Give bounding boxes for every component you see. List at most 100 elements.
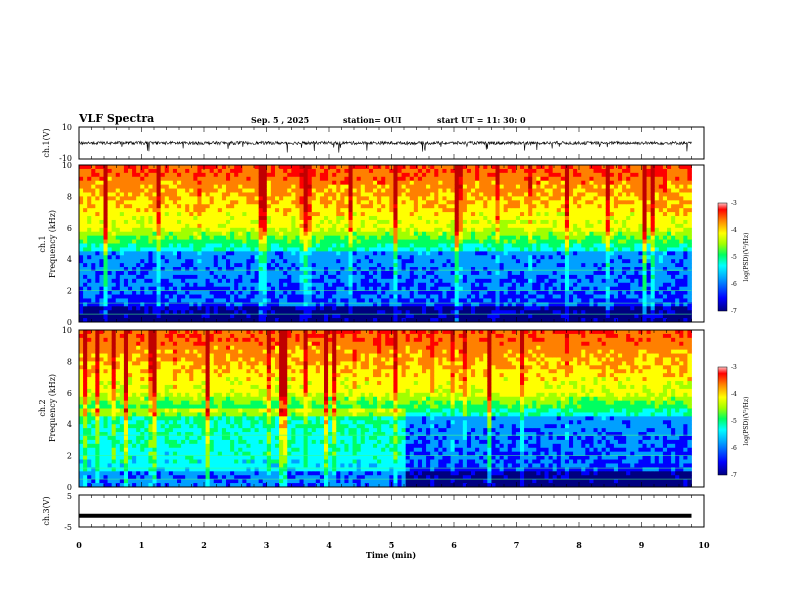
spectrogram-cell: [487, 216, 491, 220]
spectrogram-cell: [218, 247, 222, 251]
spectrogram-cell: [430, 189, 434, 193]
spectrogram-cell: [553, 196, 557, 200]
spectrogram-cell: [414, 306, 418, 310]
spectrogram-cell: [471, 275, 475, 279]
spectrogram-cell: [467, 244, 471, 248]
spectrogram-cell: [373, 291, 377, 295]
spectrogram-cell: [336, 181, 340, 185]
spectrogram-cell: [365, 236, 369, 240]
spectrogram-cell: [287, 255, 291, 259]
spectrogram-cell: [434, 240, 438, 244]
spectrogram-cell: [406, 314, 410, 318]
spectrogram-cell: [124, 306, 128, 310]
spectrogram-cell: [475, 196, 479, 200]
spectrogram-cell: [287, 185, 291, 189]
spectrogram-cell: [500, 247, 504, 251]
spectrogram-cell: [377, 263, 381, 267]
spectrogram-cell: [406, 275, 410, 279]
spectrogram-cell: [242, 189, 246, 193]
spectrogram-cell: [275, 200, 279, 204]
spectrogram-cell: [536, 212, 540, 216]
spectrogram-cell: [210, 240, 214, 244]
spectrogram-cell: [520, 259, 524, 263]
spectrogram-cell: [573, 306, 577, 310]
spectrogram-cell: [410, 220, 414, 224]
spectrogram-cell: [230, 271, 234, 275]
spectrogram-cell: [504, 192, 508, 196]
spectrogram-cell: [226, 279, 230, 283]
spectrogram-cell: [467, 216, 471, 220]
ch1-waveform-panel: 10 -10 ch.1(V): [42, 123, 704, 163]
spectrogram-cell: [373, 251, 377, 255]
spectrogram-cell: [467, 177, 471, 181]
spectrogram-cell: [206, 306, 210, 310]
spectrogram-cell: [308, 228, 312, 232]
spectrogram-cell: [451, 291, 455, 295]
spectrogram-cell: [279, 181, 283, 185]
spectrogram-cell: [120, 189, 124, 193]
spectrogram-cell: [312, 279, 316, 283]
spectrogram-cell: [438, 251, 442, 255]
spectrogram-cell: [332, 263, 336, 267]
spectrogram-cell: [516, 208, 520, 212]
spectrogram-cell: [169, 204, 173, 208]
spectrogram-cell: [406, 216, 410, 220]
spectrogram-cell: [83, 196, 87, 200]
spectrogram-cell: [87, 255, 91, 259]
spectrogram-cell: [304, 240, 308, 244]
spectrogram-cell: [104, 177, 108, 181]
spectrogram-cell: [271, 267, 275, 271]
spectrogram-cell: [328, 306, 332, 310]
spectrogram-cell: [112, 251, 116, 255]
spectrogram-cell: [99, 216, 103, 220]
spectrogram-cell: [259, 177, 263, 181]
spectrogram-cell: [202, 271, 206, 275]
spectrogram-cell: [532, 232, 536, 236]
spectrogram-cell: [308, 232, 312, 236]
spectrogram-cell: [120, 275, 124, 279]
spectrogram-cell: [312, 314, 316, 318]
spectrogram-cell: [206, 263, 210, 267]
spectrogram-cell: [214, 314, 218, 318]
spectrogram-cell: [140, 291, 144, 295]
spectrogram-cell: [340, 244, 344, 248]
spectrogram-cell: [553, 232, 557, 236]
spectrogram-cell: [193, 271, 197, 275]
spectrogram-cell: [251, 271, 255, 275]
spectrogram-cell: [316, 295, 320, 299]
spectrogram-cell: [540, 216, 544, 220]
spectrogram-cell: [365, 228, 369, 232]
spectrogram-cell: [430, 291, 434, 295]
spectrogram-cell: [455, 247, 459, 251]
spectrogram-cell: [157, 271, 161, 275]
spectrogram-cell: [242, 236, 246, 240]
spectrogram-cell: [377, 306, 381, 310]
spectrogram-cell: [324, 173, 328, 177]
spectrogram-cell: [283, 279, 287, 283]
spectrogram-cell: [487, 208, 491, 212]
spectrogram-cell: [279, 196, 283, 200]
spectrogram-cell: [214, 189, 218, 193]
spectrogram-cell: [447, 244, 451, 248]
spectrogram-cell: [340, 259, 344, 263]
spectrogram-cell: [381, 244, 385, 248]
spectrogram-cell: [369, 244, 373, 248]
spectrogram-cell: [312, 173, 316, 177]
spectrogram-cell: [181, 275, 185, 279]
spectrogram-cell: [99, 177, 103, 181]
spectrogram-cell: [287, 298, 291, 302]
spectrogram-cell: [242, 267, 246, 271]
spectrogram-cell: [545, 271, 549, 275]
spectrogram-cell: [99, 208, 103, 212]
spectrogram-cell: [120, 224, 124, 228]
spectrogram-cell: [104, 169, 108, 173]
spectrogram-cell: [218, 232, 222, 236]
spectrogram-cell: [349, 220, 353, 224]
spectrogram-cell: [193, 247, 197, 251]
spectrogram-cell: [487, 271, 491, 275]
spectrogram-cell: [177, 267, 181, 271]
spectrogram-cell: [336, 212, 340, 216]
spectrogram-cell: [332, 279, 336, 283]
spectrogram-cell: [500, 224, 504, 228]
spectrogram-cell: [565, 169, 569, 173]
